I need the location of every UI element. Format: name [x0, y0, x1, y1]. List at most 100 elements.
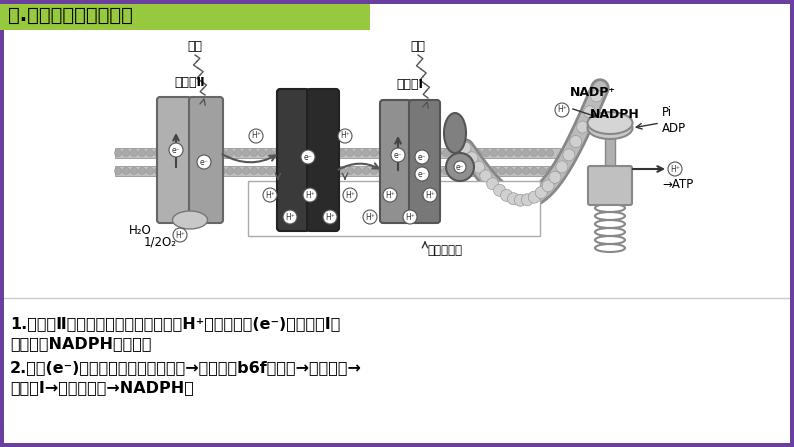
Circle shape — [283, 149, 290, 156]
Circle shape — [387, 149, 394, 156]
Circle shape — [387, 168, 394, 174]
Circle shape — [163, 168, 169, 174]
Ellipse shape — [172, 211, 207, 229]
Circle shape — [314, 168, 322, 174]
Circle shape — [395, 149, 402, 156]
Circle shape — [163, 149, 169, 156]
Text: ADP: ADP — [662, 122, 686, 135]
Circle shape — [322, 149, 330, 156]
Circle shape — [371, 149, 377, 156]
Circle shape — [538, 168, 545, 174]
Circle shape — [446, 153, 474, 181]
Text: e⁻: e⁻ — [172, 146, 180, 155]
Circle shape — [138, 149, 145, 156]
Circle shape — [494, 184, 506, 196]
Circle shape — [306, 149, 314, 156]
Circle shape — [202, 149, 210, 156]
Circle shape — [259, 149, 265, 156]
Circle shape — [155, 168, 161, 174]
Ellipse shape — [588, 117, 633, 139]
Text: e⁻: e⁻ — [394, 151, 403, 160]
Text: H⁺: H⁺ — [340, 131, 350, 140]
Circle shape — [535, 186, 547, 198]
Text: 类囊体薄膜: 类囊体薄膜 — [427, 244, 462, 257]
Circle shape — [458, 149, 465, 156]
FancyBboxPatch shape — [588, 166, 632, 205]
Circle shape — [500, 190, 513, 202]
Circle shape — [283, 210, 297, 224]
Text: H⁺: H⁺ — [345, 190, 355, 199]
Circle shape — [403, 210, 417, 224]
Text: 要是介导NADPH的产生。: 要是介导NADPH的产生。 — [10, 336, 152, 351]
Circle shape — [330, 168, 337, 174]
Circle shape — [491, 168, 498, 174]
Circle shape — [459, 142, 471, 154]
Circle shape — [515, 149, 522, 156]
Circle shape — [299, 168, 306, 174]
Circle shape — [530, 149, 538, 156]
Circle shape — [343, 188, 357, 202]
Circle shape — [546, 168, 553, 174]
Circle shape — [499, 168, 506, 174]
Circle shape — [226, 149, 233, 156]
Circle shape — [450, 168, 457, 174]
Circle shape — [507, 149, 514, 156]
Circle shape — [499, 149, 506, 156]
Bar — [605, 128, 615, 188]
Circle shape — [291, 149, 298, 156]
Circle shape — [323, 210, 337, 224]
Circle shape — [522, 149, 530, 156]
Circle shape — [458, 168, 465, 174]
Circle shape — [303, 188, 317, 202]
Circle shape — [138, 168, 145, 174]
Text: H⁺: H⁺ — [365, 212, 375, 222]
Circle shape — [507, 168, 514, 174]
Circle shape — [403, 168, 410, 174]
Circle shape — [538, 149, 545, 156]
Circle shape — [466, 152, 478, 164]
Circle shape — [354, 168, 361, 174]
Circle shape — [584, 106, 596, 118]
Circle shape — [263, 188, 277, 202]
Text: H⁺: H⁺ — [175, 231, 185, 240]
Circle shape — [210, 168, 218, 174]
Circle shape — [197, 155, 211, 169]
Circle shape — [250, 149, 257, 156]
Circle shape — [450, 149, 457, 156]
Circle shape — [363, 210, 377, 224]
Circle shape — [218, 149, 225, 156]
Circle shape — [410, 168, 418, 174]
Text: H⁺: H⁺ — [251, 131, 261, 140]
Circle shape — [363, 149, 369, 156]
Circle shape — [195, 168, 202, 174]
Circle shape — [171, 149, 178, 156]
Circle shape — [591, 90, 603, 102]
Circle shape — [242, 168, 249, 174]
Ellipse shape — [588, 112, 633, 134]
Text: 1/2O₂: 1/2O₂ — [144, 236, 176, 249]
Circle shape — [549, 171, 561, 183]
Circle shape — [418, 149, 426, 156]
Circle shape — [418, 168, 426, 174]
FancyBboxPatch shape — [277, 89, 309, 231]
Circle shape — [346, 149, 353, 156]
FancyBboxPatch shape — [380, 100, 411, 223]
FancyBboxPatch shape — [157, 97, 191, 223]
Circle shape — [515, 194, 526, 206]
Circle shape — [467, 168, 473, 174]
Circle shape — [267, 149, 273, 156]
Text: 光系统Ⅰ→铁氧还蛋白→NADPH。: 光系统Ⅰ→铁氧还蛋白→NADPH。 — [10, 380, 194, 395]
Bar — [248, 181, 540, 236]
Circle shape — [275, 149, 282, 156]
Circle shape — [487, 178, 499, 190]
Circle shape — [415, 150, 429, 164]
Circle shape — [483, 168, 489, 174]
Circle shape — [442, 168, 449, 174]
Circle shape — [507, 193, 519, 205]
Circle shape — [275, 168, 282, 174]
Circle shape — [171, 168, 178, 174]
Circle shape — [363, 168, 369, 174]
Circle shape — [473, 161, 485, 173]
Circle shape — [480, 170, 491, 182]
Bar — [0, 0, 370, 30]
